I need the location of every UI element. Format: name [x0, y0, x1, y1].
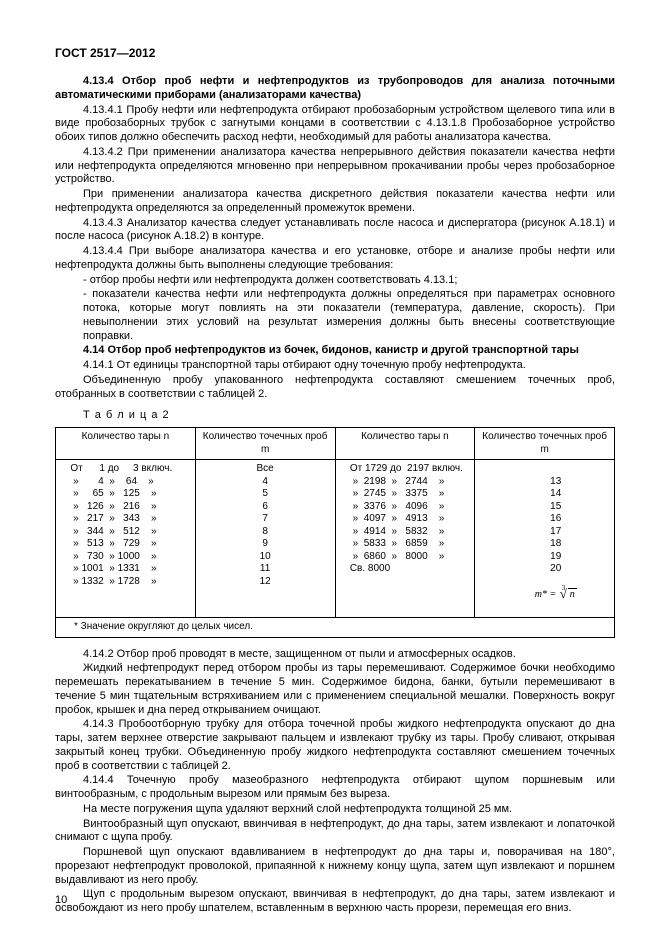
para-liquid: Жидкий нефтепродукт перед отбором пробы … [55, 662, 615, 717]
cell-col2: Все 4 5 6 7 8 9 10 11 12 [195, 460, 335, 618]
para-4-14-3: 4.14.3 Пробоотборную трубку для отбора т… [55, 718, 615, 773]
table-caption: Т а б л и ц а 2 [55, 409, 615, 423]
para-slot-probe: Щуп с продольным вырезом опускают, ввинч… [55, 888, 615, 916]
table-2: Количество тары n Количество точечных пр… [55, 427, 615, 638]
para-4-14-1: 4.14.1 От единицы транспортной тары отби… [55, 359, 615, 373]
para-4-13-4-2: 4.13.4.2 При применении анализатора каче… [55, 146, 615, 187]
th-qty-samples-1: Количество точечных проб m [195, 428, 335, 460]
cell-col3: От 1729 до 2197 включ. » 2198 » 2744 » »… [335, 460, 475, 618]
para-remove-layer: На месте погружения щупа удаляют верхний… [55, 803, 615, 817]
para-screw-probe: Винтообразный щуп опускают, ввинчивая в … [55, 818, 615, 846]
para-4-14-4: 4.14.4 Точечную пробу мазеобразного нефт… [55, 774, 615, 802]
page-number: 10 [55, 894, 67, 908]
list-item-2: - показатели качества нефти или нефтепро… [55, 288, 615, 343]
para-4-13-4-3: 4.13.4.3 Анализатор качества следует уст… [55, 217, 615, 245]
section-4-13-4-title: 4.13.4 Отбор проб нефти и нефтепродуктов… [55, 75, 615, 103]
cell-col4: 13 14 15 16 17 18 19 20 m* = 3√n [475, 460, 615, 618]
para-4-13-4-4: 4.13.4.4 При выборе анализатора качества… [55, 245, 615, 273]
th-qty-container-1: Количество тары n [56, 428, 196, 460]
para-4-13-4-1: 4.13.4.1 Пробу нефти или нефтепродукта о… [55, 104, 615, 145]
th-qty-samples-2: Количество точечных проб m [475, 428, 615, 460]
list-item-1: - отбор пробы нефти или нефтепродукта до… [55, 274, 615, 288]
para-combined: Объединенную пробу упакованного нефтепро… [55, 374, 615, 402]
para-4-14-2: 4.14.2 Отбор проб проводят в месте, защи… [55, 648, 615, 662]
cell-col1: От 1 до 3 включ. » 4 » 64 » » 65 » 125 »… [56, 460, 196, 618]
para-discrete: При применении анализатора качества диск… [55, 188, 615, 216]
section-4-14-title: 4.14 Отбор проб нефтепродуктов из бочек,… [55, 344, 615, 358]
document-header: ГОСТ 2517—2012 [55, 46, 615, 61]
th-qty-container-2: Количество тары n [335, 428, 475, 460]
table-footnote: * Значение округляют до целых чисел. [56, 618, 615, 638]
para-piston-probe: Поршневой щуп опускают вдавливанием в не… [55, 846, 615, 887]
formula-m-root-n: m* = 3√n [535, 589, 577, 600]
